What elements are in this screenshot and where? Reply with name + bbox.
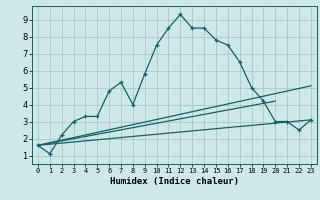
X-axis label: Humidex (Indice chaleur): Humidex (Indice chaleur) — [110, 177, 239, 186]
